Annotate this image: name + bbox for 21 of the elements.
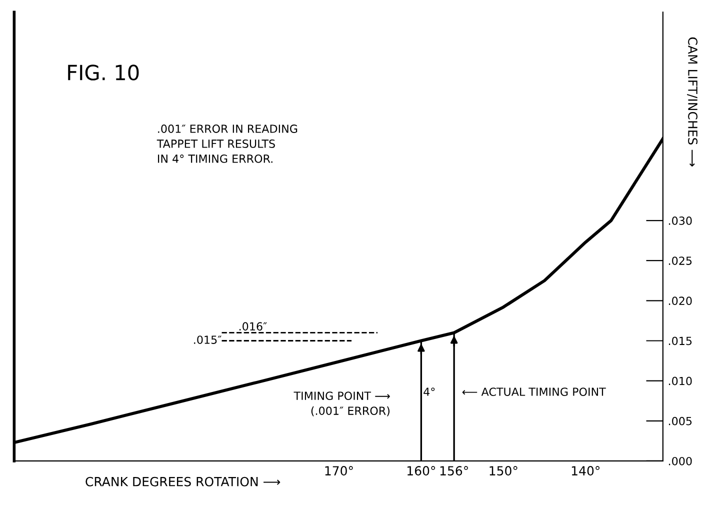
annotation: .001″ ERROR IN READING TAPPET LIFT RESULTS IN 4° TIMING ERROR.: [156, 124, 298, 163]
y-tick-label: .010: [668, 376, 692, 386]
y-tick-label: .005: [668, 416, 692, 426]
text: FIG. 10: [68, 64, 139, 80]
annotation: TIMING POINT ⟶ (.001″ ERROR): [294, 392, 390, 416]
y-tick-label: .015: [668, 336, 692, 346]
ref-line-label: .016″: [239, 322, 267, 331]
y-tick-label: .000: [668, 456, 692, 466]
x-tick-label: 160°: [408, 466, 436, 476]
y-tick-label: .025: [668, 256, 692, 265]
ref-line-label: .015″: [194, 336, 222, 344]
x-axis-title: CRANK DEGREES ROTATION ⟶: [86, 476, 280, 486]
y-axis-title: CAM LIFT/INCHES ⟶: [687, 37, 698, 166]
x-tick-label: 156°: [440, 466, 468, 476]
y-tick-label: .030: [668, 216, 692, 225]
x-tick-label: 170°: [325, 466, 353, 476]
y-tick-label: .020: [668, 296, 692, 306]
annotation: 4°: [424, 388, 435, 396]
x-tick-label: 150°: [490, 466, 518, 476]
x-tick-label: 140°: [572, 466, 600, 476]
annotation: ⟵ ACTUAL TIMING POINT: [462, 388, 606, 396]
